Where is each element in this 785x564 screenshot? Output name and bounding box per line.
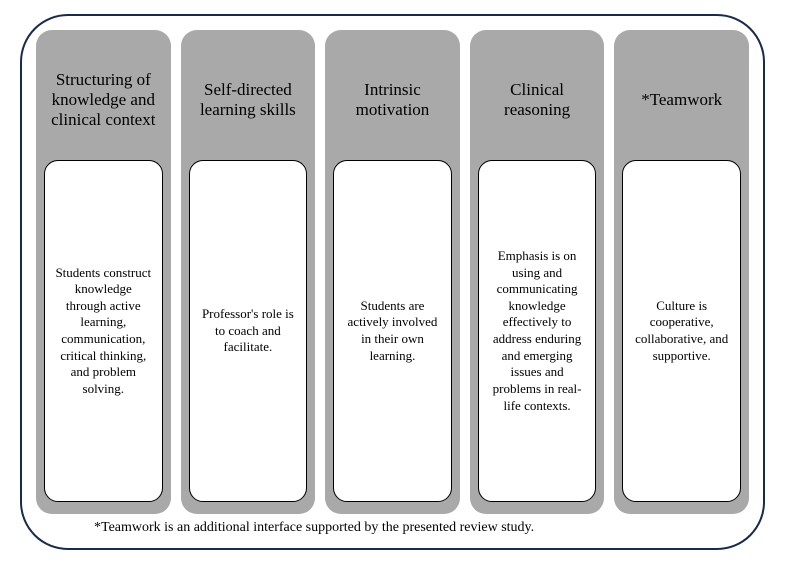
column-1: Self-directed learning skills Professor'… bbox=[181, 30, 316, 514]
columns-row: Structuring of knowledge and clinical co… bbox=[36, 30, 749, 514]
diagram-frame: Structuring of knowledge and clinical co… bbox=[20, 14, 765, 550]
column-body: Culture is cooperative, collaborative, a… bbox=[622, 160, 741, 502]
column-4: *Teamwork Culture is cooperative, collab… bbox=[614, 30, 749, 514]
column-title: Clinical reasoning bbox=[478, 40, 597, 160]
column-title: Intrinsic motivation bbox=[333, 40, 452, 160]
column-body: Students construct knowledge through act… bbox=[44, 160, 163, 502]
column-title: Self-directed learning skills bbox=[189, 40, 308, 160]
column-2: Intrinsic motivation Students are active… bbox=[325, 30, 460, 514]
column-body: Students are actively involved in their … bbox=[333, 160, 452, 502]
column-body: Emphasis is on using and communicating k… bbox=[478, 160, 597, 502]
column-0: Structuring of knowledge and clinical co… bbox=[36, 30, 171, 514]
footnote-text: *Teamwork is an additional interface sup… bbox=[36, 514, 749, 536]
column-3: Clinical reasoning Emphasis is on using … bbox=[470, 30, 605, 514]
column-title: *Teamwork bbox=[622, 40, 741, 160]
column-title: Structuring of knowledge and clinical co… bbox=[44, 40, 163, 160]
column-body: Professor's role is to coach and facilit… bbox=[189, 160, 308, 502]
